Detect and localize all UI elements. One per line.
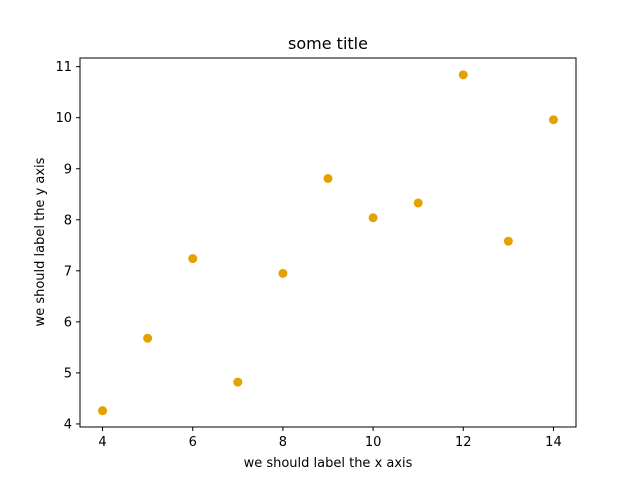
data-point	[233, 377, 243, 387]
data-point	[143, 333, 153, 343]
x-tick-label: 4	[98, 435, 106, 450]
y-tick-label: 8	[64, 213, 72, 228]
data-point	[278, 268, 288, 278]
x-tick-label: 10	[365, 435, 382, 450]
y-tick-label: 5	[64, 366, 72, 381]
plot-frame	[79, 57, 577, 428]
data-point	[323, 173, 333, 183]
data-point	[458, 70, 468, 80]
chart-title: some title	[288, 34, 368, 53]
x-axis-ticks: 4 6 8 10 12 14	[98, 427, 562, 450]
y-tick-label: 10	[55, 111, 72, 126]
data-point	[98, 406, 108, 416]
x-tick-label: 8	[279, 435, 287, 450]
y-tick-label: 6	[64, 315, 72, 330]
data-point	[188, 254, 198, 264]
data-points	[98, 70, 558, 416]
y-tick-label: 7	[64, 264, 72, 279]
data-point	[413, 198, 423, 208]
y-tick-label: 4	[64, 417, 72, 432]
y-axis-ticks: 4 5 6 7 8 9 10 11	[55, 60, 80, 432]
data-point	[503, 236, 513, 246]
y-axis-label: we should label the y axis	[33, 157, 48, 326]
data-point	[368, 213, 378, 223]
x-tick-label: 12	[455, 435, 472, 450]
x-tick-label: 6	[189, 435, 197, 450]
x-tick-label: 14	[545, 435, 562, 450]
data-point	[548, 115, 558, 125]
y-tick-label: 9	[64, 162, 72, 177]
y-tick-label: 11	[55, 60, 72, 75]
x-axis-label: we should label the x axis	[244, 456, 413, 471]
